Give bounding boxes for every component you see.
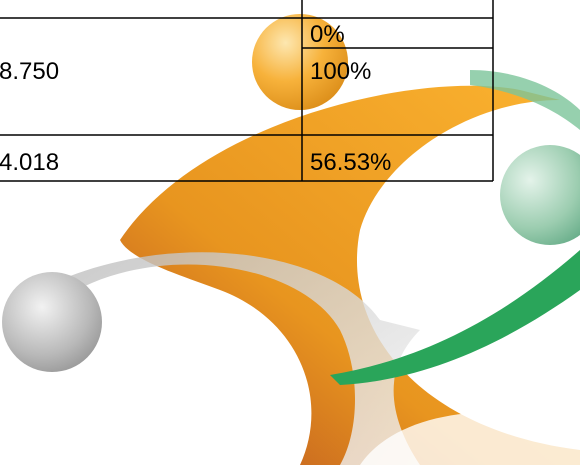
table-cell: 0% (310, 21, 345, 48)
table-cell: 100% (310, 58, 371, 85)
table: 0% 8.750 100% 4.018 56.53% (0, 0, 494, 182)
table-cell: 8.750 (0, 58, 59, 85)
table-cell: 4.018 (0, 149, 59, 176)
table-cell: 56.53% (310, 149, 391, 176)
